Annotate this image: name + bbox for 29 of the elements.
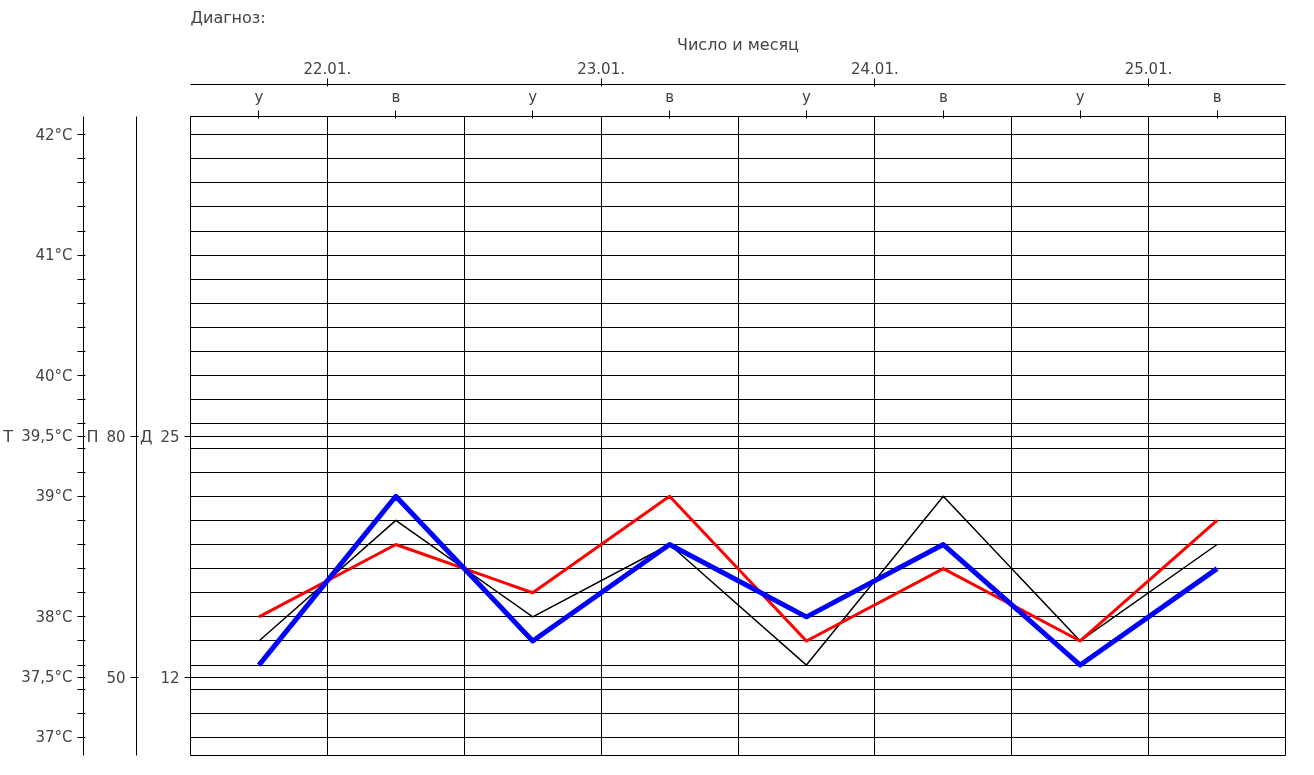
- y-tick-label: 39°C: [35, 487, 73, 506]
- y-tick-label: 42°C: [35, 125, 73, 144]
- y-tick-label: 40°C: [35, 366, 73, 385]
- x-tick-label: в: [665, 87, 674, 106]
- y3-tick-label: 12: [160, 669, 180, 688]
- x-tick-label: в: [391, 87, 401, 106]
- y-axis-title: Т: [2, 426, 14, 446]
- y-tick-label: 38°C: [35, 607, 73, 626]
- text: 24.01.: [851, 59, 899, 78]
- text: Число и месяц: [677, 34, 800, 54]
- y-tick-label: 39,5°C: [21, 427, 73, 445]
- x-tick-label: в: [938, 87, 948, 106]
- y2-tick-label: 80: [106, 428, 126, 446]
- chart-title: Диагноз:: [190, 7, 266, 27]
- y3-axis-title: Д: [139, 426, 153, 446]
- text: 23.01.: [577, 59, 625, 78]
- y2-tick-label: 50: [106, 669, 126, 688]
- text: 22.01.: [303, 59, 352, 78]
- y3-tick-label: 25: [160, 428, 180, 447]
- y-tick-label: 37°C: [35, 728, 73, 747]
- y2-axis-title: П: [86, 426, 99, 446]
- text: 25.01.: [1124, 59, 1173, 78]
- y-tick-label: 41°C: [35, 246, 73, 265]
- x-tick-label: у: [802, 87, 811, 106]
- x-tick-label: в: [1212, 87, 1222, 106]
- x-tick-label: у: [1075, 87, 1085, 106]
- x-tick-label: у: [528, 87, 538, 106]
- x-tick-label: у: [254, 87, 264, 106]
- y-tick-label: 37,5°C: [21, 668, 73, 687]
